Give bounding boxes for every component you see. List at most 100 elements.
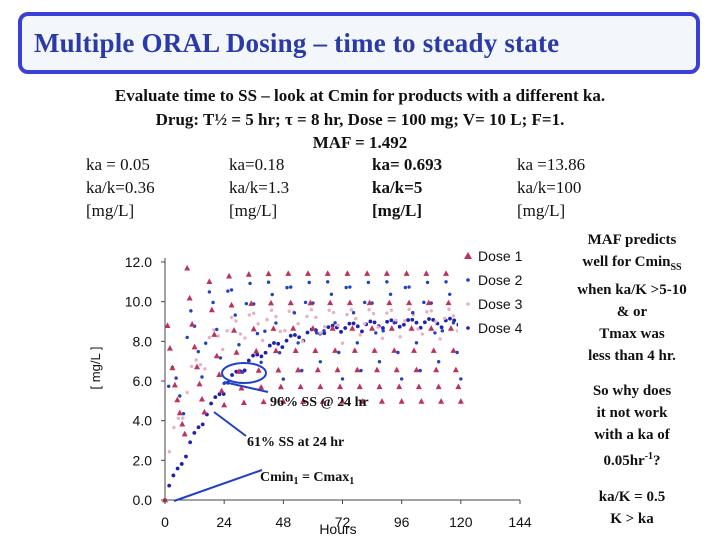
legend-label: Dose 3: [478, 296, 523, 312]
data-point-dose-4: [326, 325, 331, 330]
data-point-dose-2: [163, 498, 167, 502]
data-point-dose-3: [371, 311, 376, 316]
data-point-dose-3: [429, 309, 433, 313]
data-point-dose-4: [179, 462, 184, 466]
data-point-dose-1: [378, 398, 385, 404]
data-point-dose-3: [456, 329, 460, 333]
data-point-dose-3: [278, 329, 283, 334]
x-tick-label: 24: [216, 514, 232, 530]
data-point-dose-1: [216, 371, 223, 377]
data-point-dose-1: [332, 347, 339, 353]
data-point-dose-4: [330, 323, 335, 328]
legend-label: Dose 1: [478, 248, 523, 264]
data-point-dose-2: [211, 300, 215, 305]
data-point-dose-1: [327, 299, 334, 306]
data-point-dose-1: [383, 270, 390, 276]
data-point-dose-2: [244, 301, 249, 306]
data-point-dose-1: [408, 325, 415, 331]
data-point-dose-2: [307, 280, 311, 285]
column-ka-label: ka =13.86: [517, 155, 586, 174]
data-point-dose-4: [280, 345, 285, 350]
data-point-dose-1: [364, 270, 371, 276]
data-point-dose-4: [242, 368, 247, 373]
note-line: it not work: [596, 405, 668, 421]
data-point-dose-3: [380, 336, 385, 341]
data-point-dose-2: [348, 285, 352, 289]
data-point-dose-3: [274, 314, 278, 319]
data-point-dose-2: [181, 412, 186, 416]
data-point-dose-3: [402, 319, 407, 323]
x-tick-label: 0: [161, 514, 169, 530]
data-point-dose-1: [359, 398, 366, 404]
data-point-dose-1: [211, 331, 218, 337]
data-point-dose-4: [255, 352, 260, 357]
data-point-dose-2: [170, 365, 175, 370]
description-line-1: Evaluate time to SS – look at Cmin for p…: [114, 86, 606, 105]
data-point-dose-3: [433, 320, 438, 324]
data-point-dose-4: [452, 318, 457, 323]
annotation-61-ss-text: 61% SS at 24 hr: [247, 435, 344, 450]
data-point-dose-2: [392, 321, 396, 325]
data-point-dose-1: [386, 299, 393, 306]
data-point-dose-3: [296, 322, 300, 326]
data-point-dose-3: [260, 338, 265, 343]
data-point-dose-1: [438, 398, 445, 404]
data-point-dose-2: [255, 331, 260, 336]
column-ratio-label: ka/k=0.36: [86, 178, 155, 197]
data-point-dose-2: [300, 368, 304, 373]
data-point-dose-4: [234, 369, 239, 374]
data-point-dose-1: [213, 352, 220, 359]
note-subscript: SS: [670, 262, 682, 273]
data-point-dose-2: [344, 285, 348, 290]
data-point-dose-3: [385, 311, 389, 315]
data-point-dose-1: [290, 325, 297, 331]
data-point-dose-1: [447, 325, 454, 331]
data-point-dose-4: [397, 324, 402, 329]
data-point-dose-1: [221, 401, 228, 408]
data-point-dose-1: [258, 383, 265, 390]
data-point-dose-1: [238, 384, 245, 391]
data-point-dose-4: [213, 395, 218, 400]
data-point-dose-4: [414, 320, 419, 325]
page-title: Multiple ORAL Dosing – time to steady st…: [34, 27, 560, 58]
data-point-dose-4: [175, 466, 180, 471]
data-point-dose-1: [346, 299, 353, 306]
data-point-dose-3: [265, 317, 269, 322]
data-point-dose-3: [256, 322, 260, 326]
data-point-dose-1: [245, 271, 252, 277]
column-ratio-label: ka/k=100: [517, 178, 582, 197]
y-tick-label: 2.0: [133, 452, 153, 468]
data-point-dose-4: [267, 343, 272, 348]
plot-area-background: [165, 240, 520, 502]
data-point-dose-2: [270, 292, 274, 297]
data-point-dose-4: [334, 325, 339, 330]
data-point-dose-2: [192, 324, 197, 328]
data-point-dose-2: [418, 368, 422, 373]
data-point-dose-1: [413, 366, 420, 373]
data-point-dose-1: [319, 398, 326, 404]
data-point-dose-1: [410, 347, 417, 353]
data-point-dose-1: [324, 270, 331, 276]
data-point-dose-4: [167, 483, 172, 488]
data-point-dose-1: [354, 366, 361, 373]
data-point-dose-2: [355, 341, 359, 345]
data-point-dose-2: [340, 377, 345, 381]
data-point-dose-1: [164, 322, 171, 328]
data-point-dose-4: [422, 320, 427, 325]
data-point-dose-3: [358, 333, 362, 337]
data-point-dose-2: [166, 384, 171, 388]
data-point-dose-2: [333, 321, 337, 325]
data-point-dose-1: [418, 398, 425, 404]
data-point-dose-1: [253, 347, 260, 354]
data-point-dose-3: [425, 310, 429, 314]
data-point-dose-1: [198, 395, 205, 402]
cmin-label: Cmin: [260, 470, 294, 485]
data-point-dose-3: [212, 328, 216, 332]
data-point-dose-3: [420, 332, 425, 336]
data-point-dose-3: [181, 416, 185, 420]
data-point-dose-1: [285, 270, 292, 276]
data-point-dose-1: [171, 381, 178, 388]
data-point-dose-4: [393, 320, 398, 325]
data-point-dose-4: [301, 338, 306, 343]
legend-marker: [466, 326, 470, 330]
